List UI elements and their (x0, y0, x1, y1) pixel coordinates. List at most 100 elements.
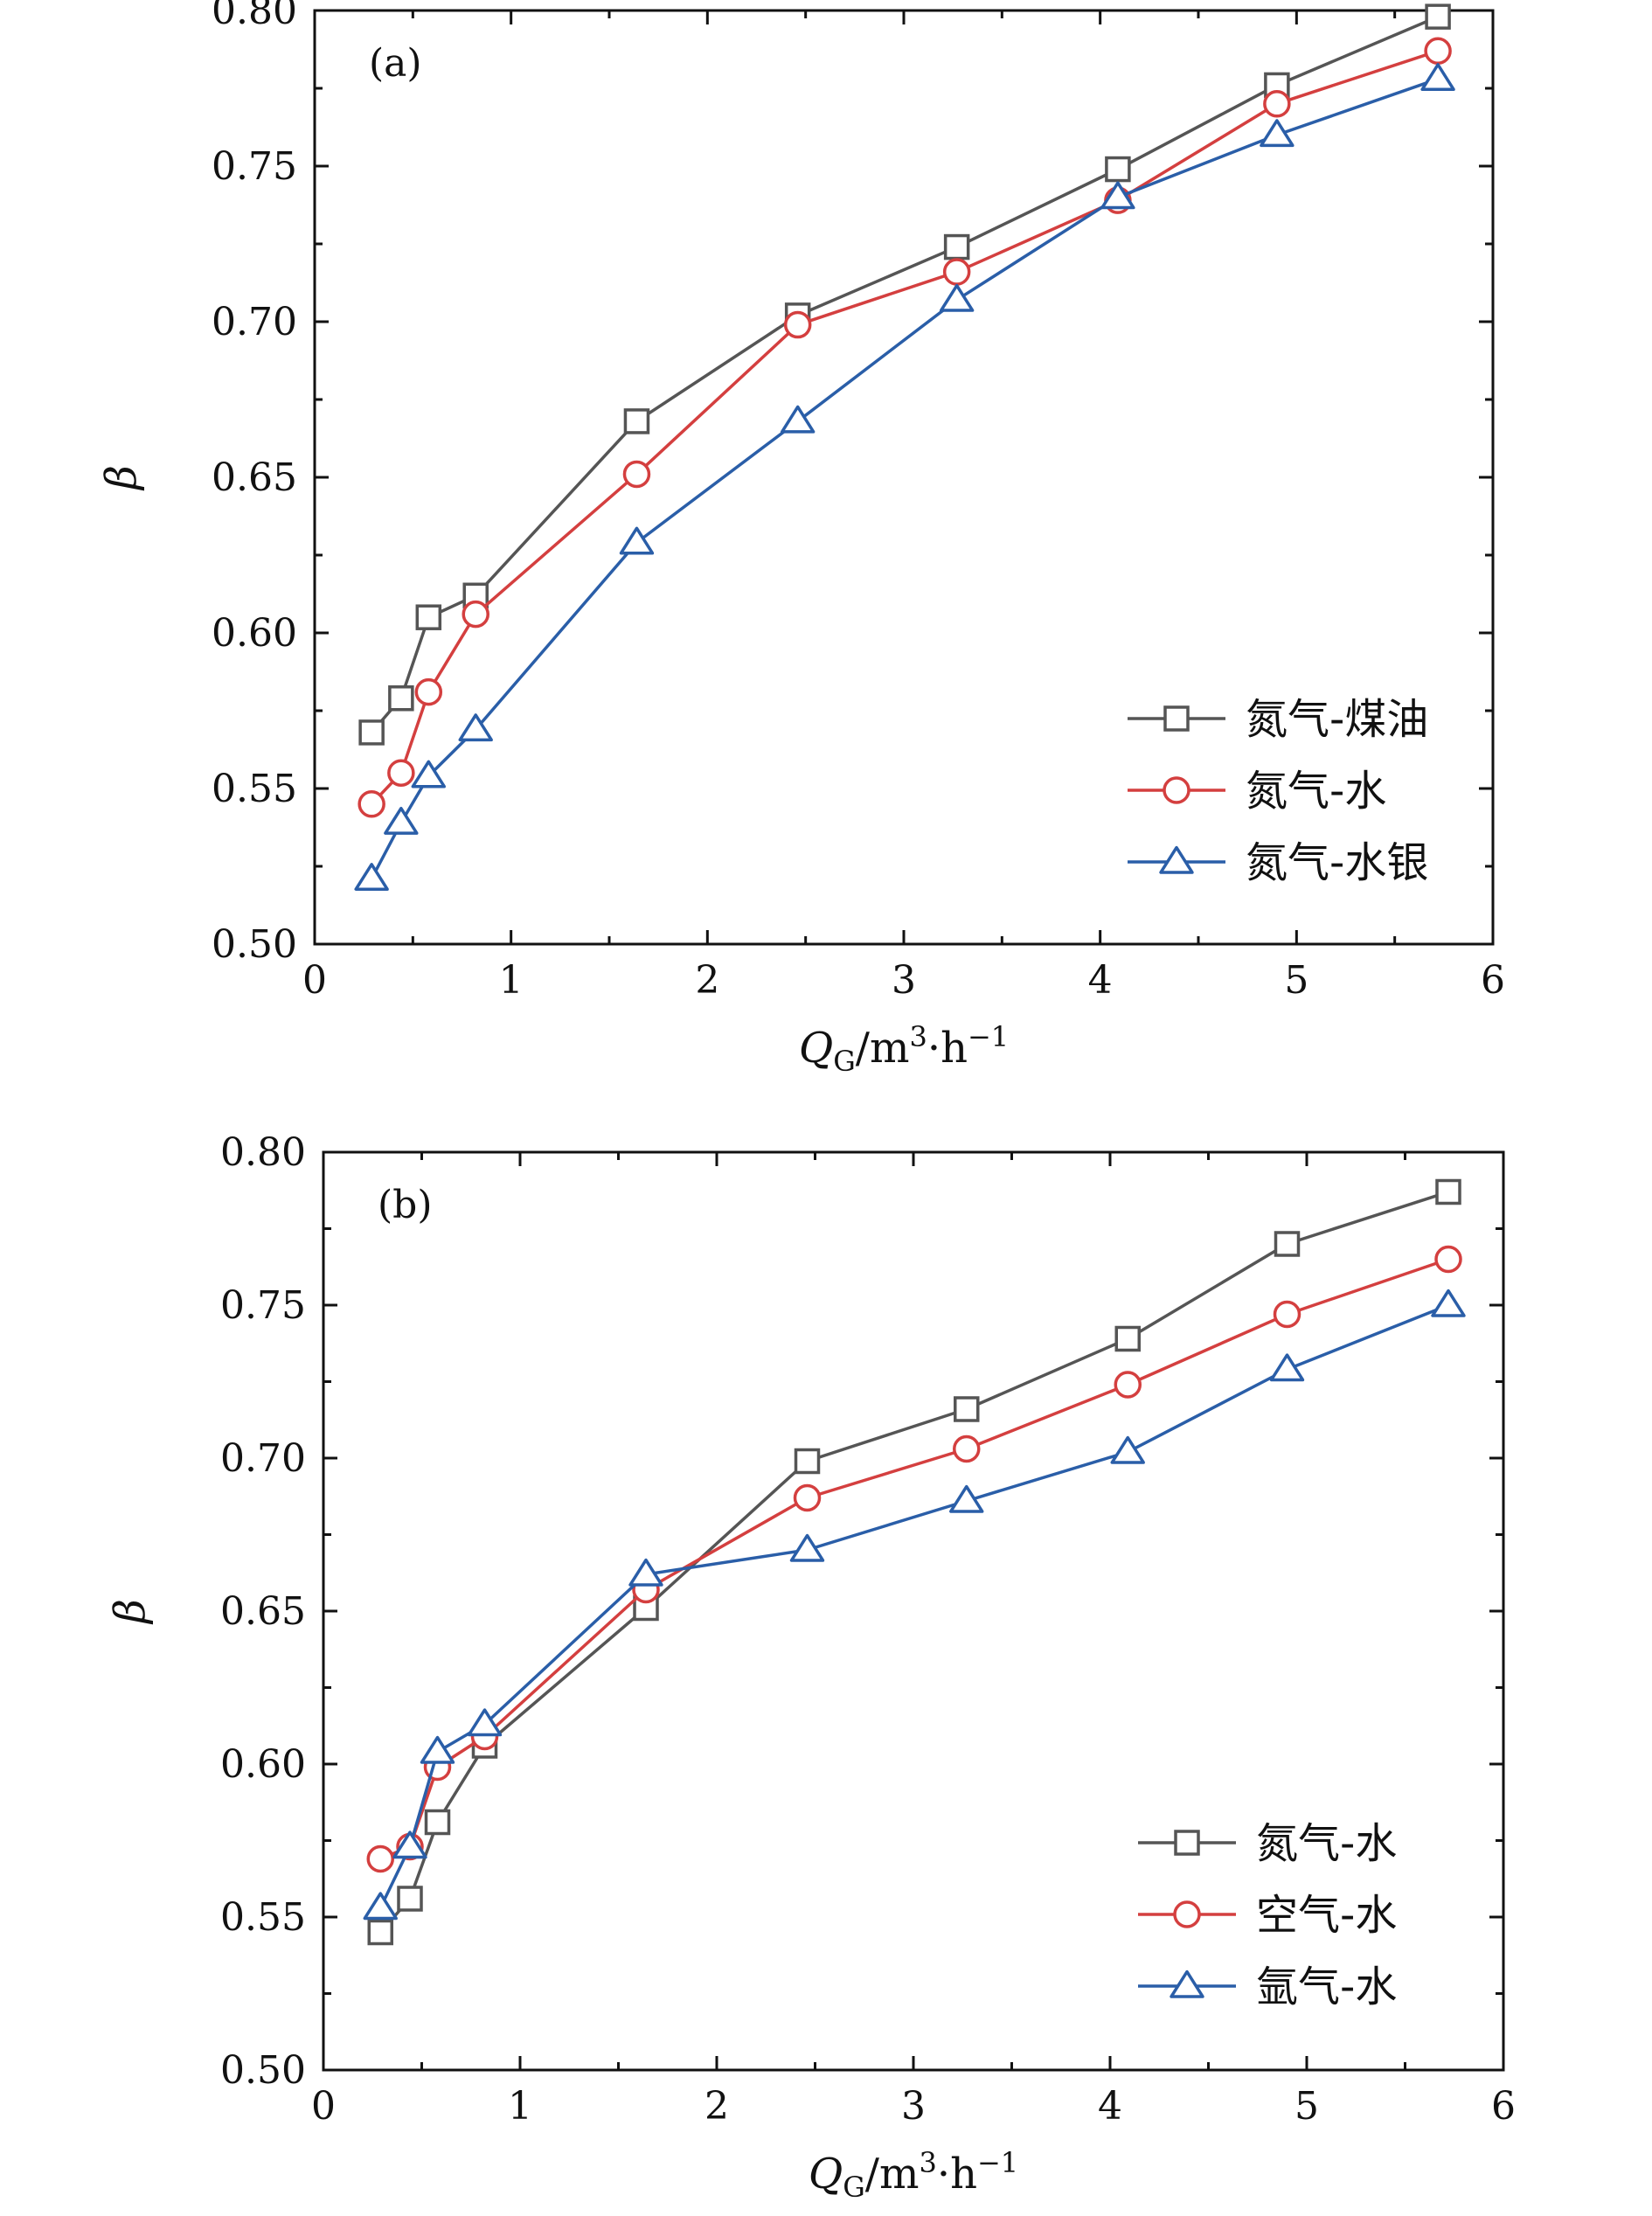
y-tick-label: 0.65 (220, 1589, 306, 1634)
legend-item-0: 氮气-水 (1138, 1819, 1397, 1868)
marker-square (1105, 156, 1131, 183)
x-tick-label: 0 (302, 958, 327, 1003)
marker-circle (783, 310, 812, 339)
marker-triangle (1110, 1435, 1145, 1464)
series-line (379, 1257, 1449, 1861)
legend-item-2: 氮气-水银 (1128, 838, 1428, 887)
marker-triangle (354, 863, 389, 891)
marker-circle (1163, 776, 1190, 804)
legend-label: 氮气-水 (1256, 1819, 1397, 1868)
marker-square (1274, 1231, 1301, 1257)
x-tick-label: 4 (1098, 2084, 1122, 2129)
y-axis-title: β (97, 465, 146, 491)
legend-item-1: 空气-水 (1138, 1891, 1397, 1940)
marker-circle (1424, 37, 1452, 66)
marker-triangle (780, 405, 816, 434)
marker-circle (1263, 90, 1291, 118)
x-tick-label: 5 (1284, 958, 1308, 1003)
marker-triangle (458, 713, 493, 742)
marker-triangle (1420, 63, 1455, 92)
series-2 (363, 1289, 1466, 1921)
marker-square (623, 408, 650, 434)
y-axis-title: β (106, 1599, 155, 1625)
marker-circle (953, 1434, 981, 1463)
marker-circle (414, 677, 443, 706)
marker-square (1174, 1830, 1200, 1856)
marker-square (397, 1886, 423, 1912)
y-tick-label: 0.70 (212, 300, 297, 344)
marker-triangle (1159, 845, 1194, 874)
marker-circle (1114, 1371, 1142, 1399)
y-tick-label: 0.55 (220, 1895, 306, 1940)
legend-item-0: 氮气-煤油 (1128, 695, 1428, 744)
y-tick-label: 0.60 (220, 1742, 306, 1787)
x-tick-label: 1 (499, 958, 524, 1003)
legend-item-1: 氮气-水 (1128, 767, 1386, 816)
marker-square (358, 719, 385, 746)
marker-square (1114, 1325, 1141, 1352)
marker-triangle (1170, 1969, 1204, 1998)
marker-circle (942, 258, 971, 286)
marker-circle (1434, 1245, 1462, 1274)
marker-square (954, 1396, 980, 1422)
marker-triangle (392, 1830, 427, 1859)
x-tick-label: 2 (705, 2084, 729, 2129)
marker-square (415, 604, 442, 630)
marker-triangle (411, 760, 446, 788)
y-tick-label: 0.70 (220, 1436, 306, 1481)
marker-triangle (1260, 119, 1295, 148)
x-tick-label: 6 (1491, 2084, 1516, 2129)
marker-square (1435, 1178, 1461, 1205)
series-line (378, 1190, 1449, 1934)
x-tick-label: 3 (901, 2084, 926, 2129)
marker-triangle (384, 806, 419, 835)
marker-circle (387, 759, 415, 787)
panel-label: (b) (378, 1183, 433, 1227)
y-tick-label: 0.75 (212, 144, 297, 189)
marker-square (367, 1919, 393, 1946)
marker-circle (793, 1483, 822, 1512)
series-line (378, 1303, 1449, 1909)
y-tick-label: 0.65 (212, 455, 297, 500)
marker-circle (1273, 1300, 1301, 1329)
marker-triangle (420, 1735, 455, 1764)
y-tick-label: 0.50 (220, 2048, 306, 2093)
marker-circle (366, 1844, 394, 1873)
marker-circle (1173, 1900, 1201, 1928)
marker-square (794, 1448, 821, 1475)
x-tick-label: 2 (695, 958, 719, 1003)
y-tick-label: 0.80 (212, 0, 297, 33)
marker-triangle (949, 1484, 984, 1513)
marker-circle (462, 600, 489, 629)
y-tick-label: 0.55 (212, 767, 297, 811)
x-axis-title: QG/m3·h−1 (809, 2146, 1018, 2204)
marker-triangle (628, 1558, 663, 1587)
y-tick-label: 0.60 (212, 611, 297, 656)
marker-square (1163, 705, 1190, 732)
legend-label: 空气-水 (1256, 1891, 1397, 1940)
legend-label: 氩气-水 (1256, 1962, 1397, 2011)
x-tick-label: 1 (508, 2084, 532, 2129)
x-tick-label: 0 (311, 2084, 336, 2129)
marker-triangle (467, 1708, 503, 1737)
legend-label: 氮气-水银 (1246, 838, 1428, 887)
panel-label: (a) (369, 41, 422, 86)
marker-square (1425, 3, 1451, 30)
series-line (370, 77, 1439, 880)
x-tick-label: 4 (1088, 958, 1113, 1003)
chart-panel-a: 0 1 2 3 4 5 6 0.50 0.55 0.60 0.65 0.70 0.75 0.80 (a) β Q… (97, 0, 1505, 1078)
series-line (370, 15, 1439, 734)
x-tick-label: 6 (1481, 958, 1505, 1003)
y-tick-label: 0.75 (220, 1283, 306, 1328)
marker-square (943, 233, 970, 261)
y-tick-label: 0.80 (220, 1130, 306, 1175)
marker-triangle (1269, 1353, 1305, 1382)
chart-panel-b: 0 1 2 3 4 5 6 0.50 0.55 0.60 0.65 0.70 0.75 0.80 (b) β Q… (106, 1130, 1516, 2204)
marker-triangle (789, 1533, 825, 1562)
series-2 (354, 63, 1455, 891)
y-tick-label: 0.50 (212, 922, 297, 967)
marker-circle (357, 790, 385, 818)
x-tick-label: 3 (892, 958, 916, 1003)
marker-triangle (363, 1892, 398, 1921)
